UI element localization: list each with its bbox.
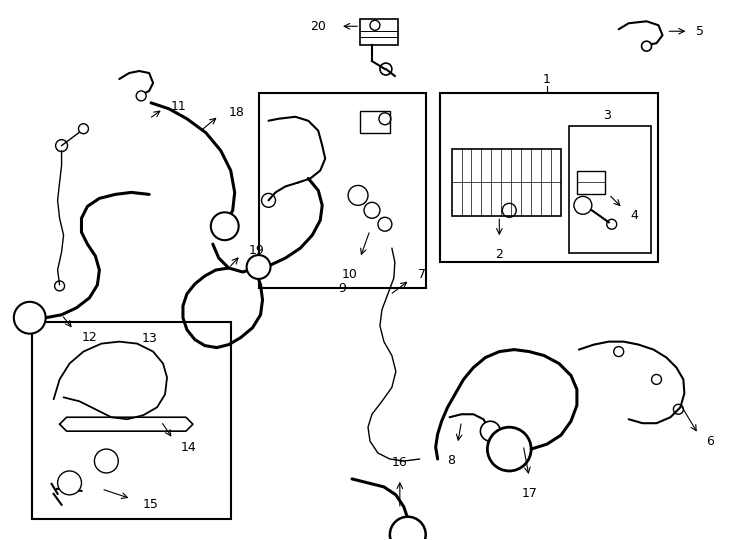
- Bar: [258, 93, 426, 288]
- Text: 11: 11: [171, 100, 186, 113]
- Bar: [360, 111, 390, 133]
- Text: 16: 16: [392, 456, 407, 469]
- Text: 15: 15: [143, 498, 159, 511]
- Text: 2: 2: [495, 248, 504, 261]
- Text: 5: 5: [697, 25, 705, 38]
- Text: 3: 3: [603, 109, 611, 122]
- Circle shape: [642, 41, 652, 51]
- Text: 12: 12: [81, 331, 97, 344]
- Circle shape: [247, 255, 271, 279]
- Text: 14: 14: [181, 441, 197, 454]
- Text: 20: 20: [310, 20, 326, 33]
- Text: 1: 1: [543, 73, 551, 86]
- Circle shape: [211, 212, 239, 240]
- Text: 13: 13: [141, 332, 157, 345]
- Text: 9: 9: [338, 282, 346, 295]
- Text: 8: 8: [448, 454, 456, 467]
- Text: 4: 4: [631, 209, 639, 222]
- Text: 7: 7: [418, 268, 426, 281]
- Bar: [440, 93, 658, 262]
- Text: 19: 19: [249, 244, 264, 256]
- Circle shape: [390, 517, 426, 540]
- Text: 10: 10: [342, 268, 358, 281]
- Circle shape: [79, 124, 88, 134]
- Bar: [569, 126, 650, 253]
- Circle shape: [481, 421, 501, 441]
- Text: 17: 17: [521, 487, 537, 500]
- Circle shape: [57, 471, 81, 495]
- Circle shape: [487, 427, 531, 471]
- Bar: [360, 19, 398, 45]
- Text: 6: 6: [706, 435, 714, 448]
- Bar: [32, 322, 230, 519]
- Text: 18: 18: [229, 106, 244, 119]
- Circle shape: [137, 91, 146, 101]
- Bar: [577, 171, 605, 194]
- Circle shape: [14, 302, 46, 334]
- Bar: [451, 148, 561, 217]
